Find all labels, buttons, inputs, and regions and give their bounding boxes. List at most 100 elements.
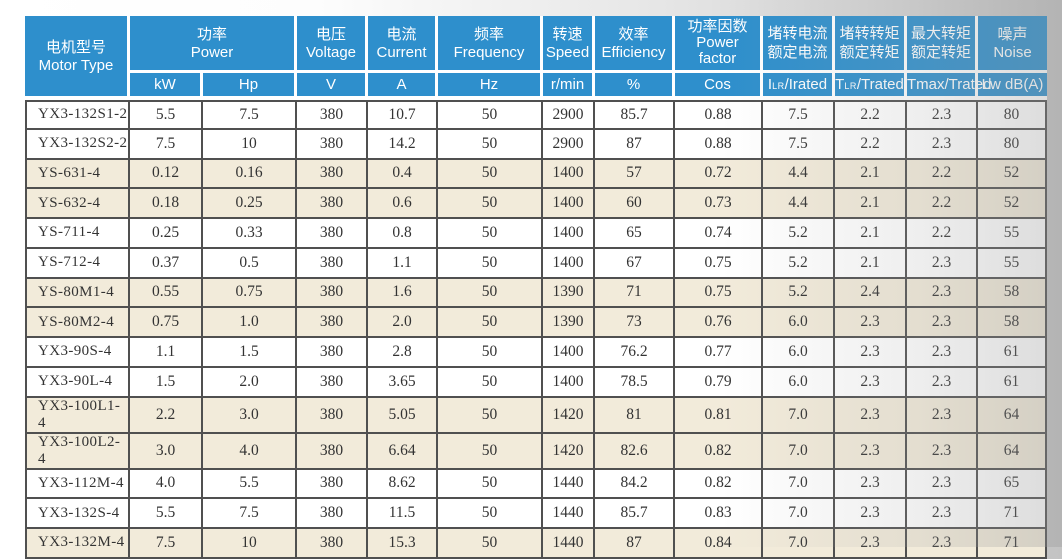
header-noise-en: Noise [993,43,1032,61]
cell-power_factor: 0.75 [675,278,763,309]
header-efficiency: 效率 Efficiency [595,16,675,70]
cell-power_kw: 4.0 [130,469,203,500]
cell-power_hp: 10 [203,529,297,559]
cell-locked_rotor_current_ratio: 7.5 [763,129,835,160]
unit-tlr-sub: LR [844,81,857,91]
cell-speed: 1400 [543,189,595,219]
cell-power_factor: 0.77 [675,338,763,368]
cell-power_kw: 0.75 [130,308,203,338]
cell-max_torque_ratio: 2.2 [907,219,978,249]
cell-power_hp: 0.5 [203,248,297,279]
cell-locked_rotor_torque_ratio: 2.3 [835,469,907,500]
cell-voltage: 380 [297,100,368,130]
cell-motor_type: YX3-90S-4 [25,338,130,368]
cell-voltage: 380 [297,308,368,338]
unit-power-factor: Cos [675,70,763,100]
header-row-main: 电机型号 Motor Type 功率 Power 电压 Voltage 电流 C… [25,16,1047,100]
table-row: YX3-132S-4 5.5 7.5 380 11.5 50 1440 85.7 0.83 7.0… [25,499,1047,529]
table-row: YS-631-4 0.12 0.16 380 0.4 50 1400 57 0.72 4.4 2.1… [25,159,1047,190]
header-locked-rotor-current-zh2: 额定电流 [767,44,828,61]
header-power-factor-zh: 功率因数 [687,18,748,35]
motor-spec-table: 电机型号 Motor Type 功率 Power 电压 Voltage 电流 C… [25,16,1047,559]
cell-locked_rotor_current_ratio: 7.0 [763,529,835,559]
cell-frequency: 50 [438,129,543,160]
cell-current: 15.3 [368,529,438,559]
cell-speed: 1440 [543,469,595,500]
unit-hp: Hp [203,70,297,100]
cell-power_factor: 0.83 [675,499,763,529]
cell-max_torque_ratio: 2.3 [907,248,978,279]
cell-power_factor: 0.82 [675,469,763,500]
cell-speed: 1390 [543,278,595,309]
cell-power_hp: 7.5 [203,100,297,130]
cell-power_hp: 0.25 [203,189,297,219]
cell-speed: 2900 [543,129,595,160]
cell-locked_rotor_current_ratio: 7.0 [763,499,835,529]
cell-power_factor: 0.72 [675,159,763,190]
cell-speed: 1400 [543,248,595,279]
table-row: YX3-132M-4 7.5 10 380 15.3 50 1440 87 0.84 7.0 2.3… [25,529,1047,559]
cell-power_factor: 0.88 [675,129,763,160]
header-motor-type-en: Motor Type [38,56,114,74]
header-frequency: 频率 Frequency [438,16,543,70]
header-current-zh: 电流 [386,25,417,43]
cell-frequency: 50 [438,469,543,500]
table-row: YS-711-4 0.25 0.33 380 0.8 50 1400 65 0.74 5.2 2.1… [25,219,1047,249]
cell-locked_rotor_torque_ratio: 2.1 [835,189,907,219]
cell-current: 6.64 [368,433,438,470]
cell-noise: 64 [978,397,1047,434]
table-row: YX3-132S2-2 7.5 10 380 14.2 50 2900 87 0.88 7.5 2.… [25,129,1047,160]
cell-power_kw: 0.12 [130,159,203,190]
cell-speed: 1420 [543,433,595,470]
table-row: YS-80M1-4 0.55 0.75 380 1.6 50 1390 71 0.75 5.2 2.… [25,278,1047,309]
cell-locked_rotor_current_ratio: 7.0 [763,433,835,470]
cell-voltage: 380 [297,499,368,529]
unit-noise: Lw dB(A) [978,70,1047,100]
cell-power_kw: 5.5 [130,100,203,130]
cell-efficiency: 87 [595,129,675,160]
cell-locked_rotor_current_ratio: 5.2 [763,219,835,249]
header-locked-rotor-torque-zh1: 堵转转矩 [839,25,900,42]
table-row: YX3-112M-4 4.0 5.5 380 8.62 50 1440 84.2 0.82 7.0… [25,469,1047,500]
cell-power_hp: 10 [203,129,297,160]
cell-efficiency: 65 [595,219,675,249]
header-motor-type: 电机型号 Motor Type [25,16,130,100]
unit-efficiency: % [595,70,675,100]
cell-frequency: 50 [438,278,543,309]
unit-locked-rotor-current: ILR/Irated [763,70,835,100]
cell-current: 2.0 [368,308,438,338]
cell-frequency: 50 [438,367,543,398]
header-max-torque: 最大转矩 额定转矩 [907,16,978,70]
cell-locked_rotor_current_ratio: 5.2 [763,278,835,309]
cell-max_torque_ratio: 2.3 [907,308,978,338]
cell-power_kw: 0.25 [130,219,203,249]
cell-efficiency: 67 [595,248,675,279]
cell-power_kw: 0.18 [130,189,203,219]
cell-speed: 1400 [543,338,595,368]
cell-motor_type: YS-80M1-4 [25,278,130,309]
cell-speed: 1390 [543,308,595,338]
cell-power_factor: 0.81 [675,397,763,434]
cell-locked_rotor_current_ratio: 4.4 [763,159,835,190]
cell-power_hp: 3.0 [203,397,297,434]
header-voltage: 电压 Voltage [297,16,368,70]
cell-current: 0.4 [368,159,438,190]
header-power-en: Power [190,43,234,61]
cell-noise: 61 [978,367,1047,398]
unit-locked-rotor-torque: TLR/Trated [835,70,907,100]
cell-voltage: 380 [297,159,368,190]
cell-speed: 1400 [543,219,595,249]
cell-power_hp: 2.0 [203,367,297,398]
cell-frequency: 50 [438,338,543,368]
cell-motor_type: YS-632-4 [25,189,130,219]
unit-kw: kW [130,70,203,100]
cell-locked_rotor_torque_ratio: 2.3 [835,529,907,559]
cell-noise: 52 [978,159,1047,190]
spec-table-body: YX3-132S1-2 5.5 7.5 380 10.7 50 2900 85.7 0.88 7.… [25,100,1047,559]
cell-locked_rotor_torque_ratio: 2.3 [835,367,907,398]
cell-frequency: 50 [438,308,543,338]
header-power-factor-en2: factor [698,50,737,67]
cell-voltage: 380 [297,338,368,368]
cell-power_hp: 1.0 [203,308,297,338]
cell-max_torque_ratio: 2.3 [907,397,978,434]
